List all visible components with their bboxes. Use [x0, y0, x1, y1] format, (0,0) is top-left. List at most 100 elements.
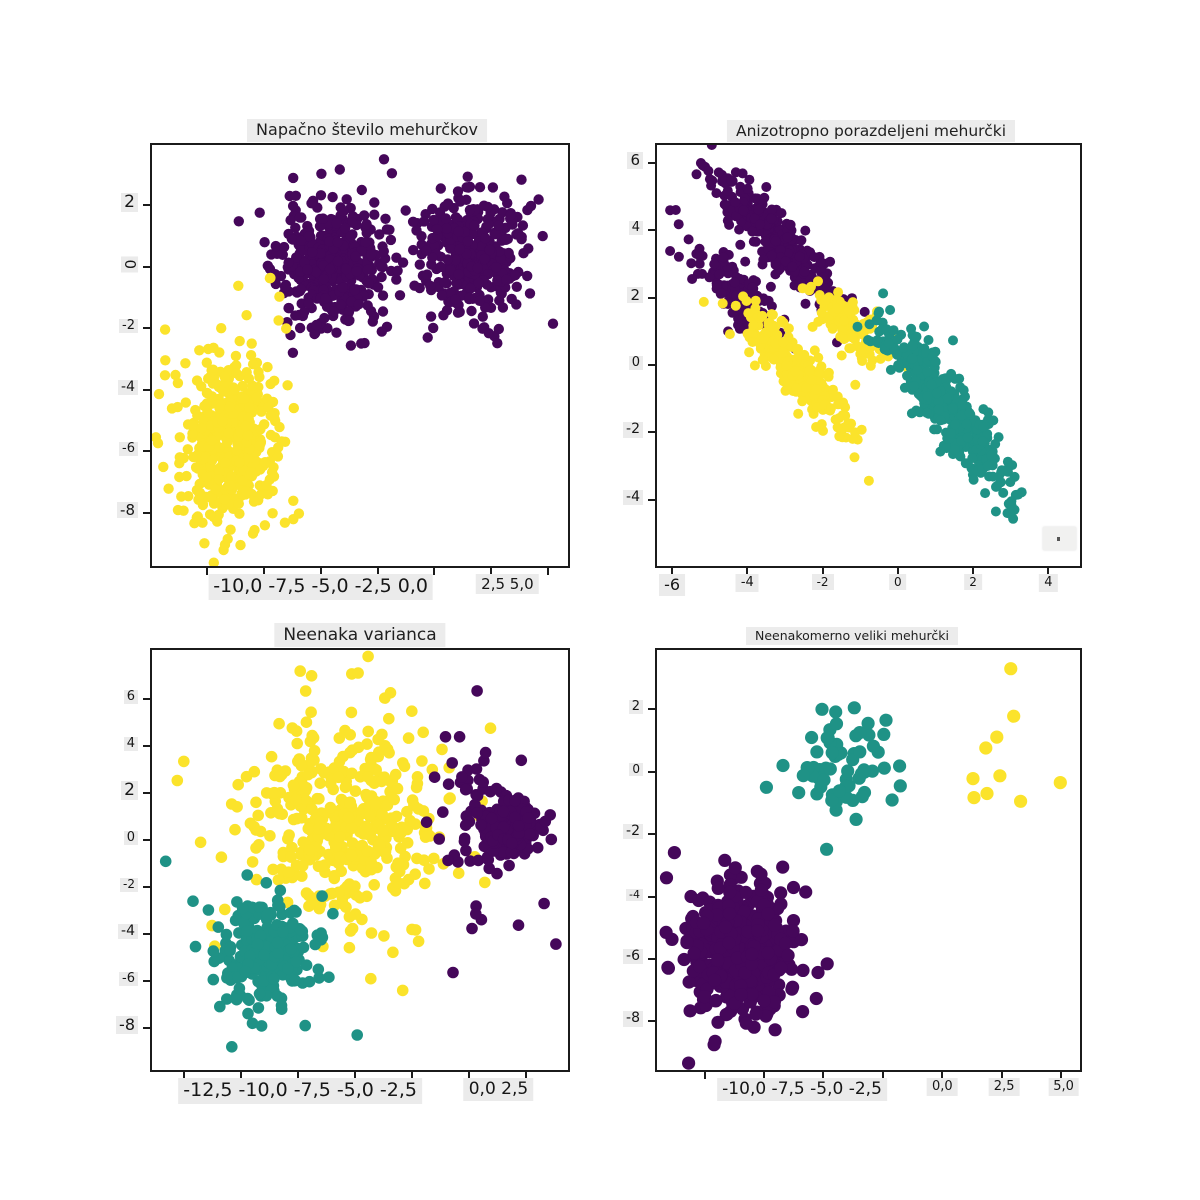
data-point-purple [307, 247, 318, 258]
data-point-yellow [344, 925, 357, 937]
data-point-yellow [201, 387, 213, 399]
data-point-purple [438, 310, 449, 321]
data-point-purple [360, 237, 371, 248]
data-point-yellow [291, 737, 303, 750]
data-point-yellow [344, 729, 356, 741]
data-point-purple [271, 248, 283, 259]
data-point-purple [522, 812, 535, 824]
data-point-purple [315, 190, 327, 201]
data-point-yellow [804, 365, 815, 376]
data-point-purple [425, 311, 437, 322]
data-point-purple [475, 819, 487, 831]
data-point-yellow [172, 377, 184, 389]
data-point-purple [463, 182, 474, 193]
data-point-yellow [286, 841, 298, 854]
data-point-purple [809, 252, 820, 263]
y-tick-label-text: 4 [123, 736, 138, 752]
data-point-teal [923, 335, 934, 345]
data-point-teal [285, 943, 297, 955]
data-point-yellow [423, 863, 435, 875]
data-point-purple [331, 327, 342, 338]
data-point-teal [893, 759, 907, 773]
data-point-yellow [240, 420, 251, 432]
data-point-yellow [181, 470, 192, 482]
data-point-teal [992, 480, 1003, 491]
data-point-yellow [313, 793, 325, 805]
data-point-purple [696, 916, 711, 930]
y-tick-label-text: 6 [627, 152, 643, 169]
data-point-yellow [360, 820, 373, 833]
data-point-purple [440, 213, 452, 224]
data-point-teal [863, 335, 873, 345]
data-point-teal [892, 334, 903, 345]
data-point-yellow [274, 421, 285, 433]
data-point-purple [320, 293, 331, 304]
data-point-yellow [452, 867, 465, 879]
data-point-purple [706, 145, 717, 150]
data-point-yellow [219, 371, 230, 382]
data-point-purple [376, 261, 387, 272]
data-point-teal [902, 370, 912, 381]
data-point-purple [799, 266, 810, 277]
data-point-teal [290, 956, 302, 968]
data-point-yellow [268, 786, 281, 799]
y-tick-label-text: -4 [118, 923, 138, 940]
data-point-purple [677, 952, 691, 967]
data-point-purple [709, 259, 720, 270]
y-tick-label-text: -6 [119, 441, 138, 457]
data-point-purple [455, 196, 466, 207]
data-point-teal [983, 407, 994, 418]
y-tick-label-text: 2 [628, 699, 643, 715]
data-point-yellow [406, 705, 418, 717]
data-point-purple [767, 995, 781, 1009]
data-point-yellow [219, 903, 231, 916]
data-point-purple [742, 183, 753, 194]
y-tick-label: -4 [86, 379, 138, 396]
data-point-yellow [846, 418, 857, 429]
data-point-yellow [219, 494, 230, 505]
data-point-yellow [343, 911, 356, 923]
data-point-teal [967, 453, 978, 463]
data-point-purple [693, 959, 707, 973]
y-tick-label-text: -8 [623, 1010, 643, 1027]
data-point-yellow [843, 305, 854, 316]
data-point-purple [462, 171, 473, 182]
x-tick-mark [762, 1072, 765, 1079]
data-point-teal [847, 701, 861, 715]
data-point-yellow [194, 345, 205, 356]
panel-title-wrong-number-of-blobs: Napačno število mehurčkov [247, 119, 487, 142]
data-point-yellow [416, 755, 428, 767]
data-point-purple [290, 310, 301, 321]
data-point-purple [359, 210, 370, 221]
data-point-purple [472, 262, 483, 274]
data-point-purple [470, 908, 482, 920]
y-tick-label: -4 [86, 923, 138, 940]
data-point-purple [353, 299, 364, 310]
data-point-purple [435, 261, 446, 273]
data-point-purple [445, 243, 456, 254]
data-point-yellow [839, 334, 850, 345]
data-point-purple [278, 241, 290, 253]
data-point-yellow [401, 805, 413, 818]
y-tick-label: 2 [591, 287, 643, 304]
data-point-yellow [750, 295, 761, 306]
data-point-purple [760, 236, 771, 247]
data-point-yellow [153, 388, 165, 400]
data-point-yellow [233, 498, 244, 509]
y-tick-label: 0 [86, 256, 139, 273]
data-point-purple [665, 246, 676, 256]
data-point-purple [445, 264, 456, 276]
data-point-purple [511, 299, 522, 310]
data-point-yellow [293, 508, 305, 519]
data-point-teal [935, 446, 946, 457]
data-point-teal [874, 326, 885, 337]
scatter-panel-anisotropic-blobs [655, 143, 1082, 568]
y-tick-mark [648, 895, 655, 898]
data-point-purple [706, 180, 717, 191]
data-point-yellow [265, 750, 278, 763]
data-point-yellow [1007, 709, 1021, 723]
data-point-purple [287, 234, 298, 245]
data-point-purple [714, 269, 725, 280]
data-point-purple [490, 229, 501, 240]
data-point-yellow [832, 422, 843, 433]
